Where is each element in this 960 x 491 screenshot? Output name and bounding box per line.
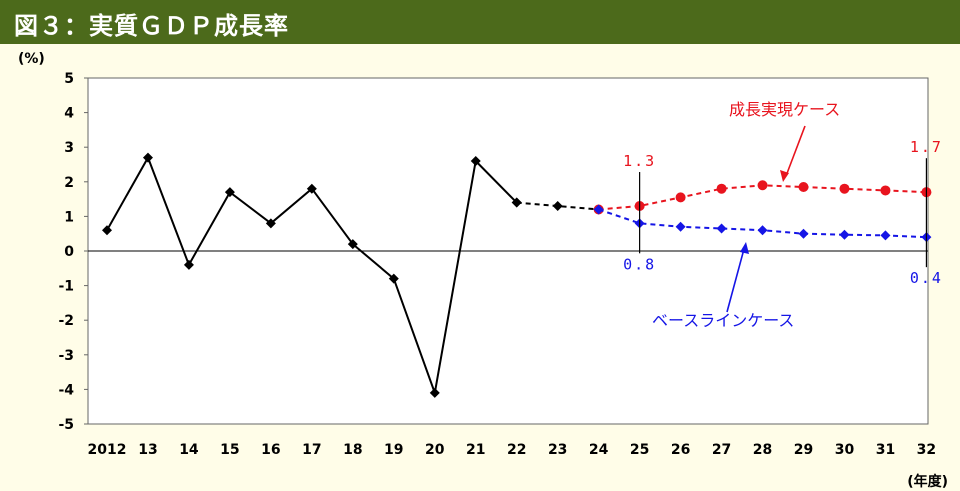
x-tick-label: 30 (835, 442, 855, 458)
x-tick-label: 25 (630, 442, 649, 458)
data-point-growth (716, 183, 727, 194)
x-tick-label: 2012 (88, 442, 127, 458)
x-tick-label: 29 (794, 442, 813, 458)
data-point-baseline (757, 225, 768, 236)
data-point-baseline (839, 229, 850, 240)
data-point-actual (183, 259, 194, 270)
data-point-actual (429, 387, 440, 398)
x-tick-label: 24 (589, 442, 609, 458)
y-tick-label: 0 (64, 244, 74, 260)
x-axis-label: (年度) (907, 473, 948, 490)
data-point-growth (880, 185, 891, 196)
legend-arrow-growth (780, 170, 789, 182)
data-point-actual (347, 239, 358, 250)
y-tick-label: 5 (64, 71, 74, 87)
legend-leader-baseline (726, 248, 745, 313)
data-point-bridge (511, 197, 522, 208)
x-tick-label: 20 (425, 442, 445, 458)
data-point-actual (142, 152, 153, 163)
y-axis: 5 4 3 2 1 0 -1 -2 -3 -4 -5 (58, 71, 88, 433)
x-tick-label: 18 (343, 442, 362, 458)
data-point-baseline (798, 228, 809, 239)
data-point-growth (675, 192, 686, 203)
x-axis: 2012 13 14 15 16 17 18 19 20 21 22 23 24 25 26 27 28 29 30… (88, 442, 937, 458)
x-tick-label: 15 (220, 442, 239, 458)
data-label: 0.8 (623, 255, 656, 273)
data-point-actual (470, 156, 481, 167)
legend-leader-growth (785, 125, 806, 177)
data-point-baseline (593, 204, 604, 215)
data-point-growth (757, 180, 768, 191)
legend-arrow-baseline (740, 242, 749, 254)
data-point-baseline (675, 221, 686, 232)
y-tick-label: -5 (58, 417, 74, 433)
x-tick-label: 28 (753, 442, 772, 458)
y-tick-label: -3 (58, 348, 74, 364)
legend-label-baseline: ベースラインケース (652, 311, 794, 330)
data-point-baseline (880, 230, 891, 241)
data-label: 0.4 (910, 269, 943, 287)
data-point-actual (306, 183, 317, 194)
x-tick-label: 16 (261, 442, 280, 458)
data-point-bridge (552, 201, 563, 212)
data-point-actual (388, 273, 399, 284)
y-tick-label: 1 (64, 209, 74, 225)
x-tick-label: 17 (302, 442, 321, 458)
x-tick-label: 21 (466, 442, 485, 458)
series-group (102, 152, 932, 398)
y-tick-label: -1 (58, 279, 74, 295)
x-tick-label: 31 (876, 442, 895, 458)
x-tick-label: 32 (917, 442, 936, 458)
title-bar: 図３：実質ＧＤＰ成長率 (0, 0, 960, 44)
series-line-bridge (516, 201, 599, 211)
x-tick-label: 27 (712, 442, 731, 458)
data-point-actual (224, 187, 235, 198)
data-point-growth (798, 181, 809, 192)
y-tick-label: 3 (64, 140, 74, 156)
y-tick-label: 2 (64, 175, 74, 191)
y-tick-label: -2 (58, 313, 74, 329)
annotations: 1.3 1.7 0.8 0.4 (623, 138, 943, 287)
figure-title: 図３：実質ＧＤＰ成長率 (14, 12, 289, 40)
data-point-growth (839, 183, 850, 194)
data-label: 1.7 (910, 138, 943, 156)
legend-label-growth: 成長実現ケース (729, 100, 840, 119)
x-tick-label: 14 (179, 442, 199, 458)
y-tick-label: 4 (64, 106, 74, 122)
y-axis-label: (%) (18, 51, 45, 67)
y-tick-label: -4 (58, 382, 74, 398)
x-tick-label: 26 (671, 442, 690, 458)
x-tick-label: 19 (384, 442, 403, 458)
x-tick-label: 22 (507, 442, 526, 458)
data-point-baseline (716, 223, 727, 234)
data-point-actual (265, 218, 276, 229)
x-tick-label: 23 (548, 442, 567, 458)
data-point-actual (102, 225, 112, 236)
x-tick-label: 13 (138, 442, 157, 458)
data-label: 1.3 (623, 152, 656, 170)
